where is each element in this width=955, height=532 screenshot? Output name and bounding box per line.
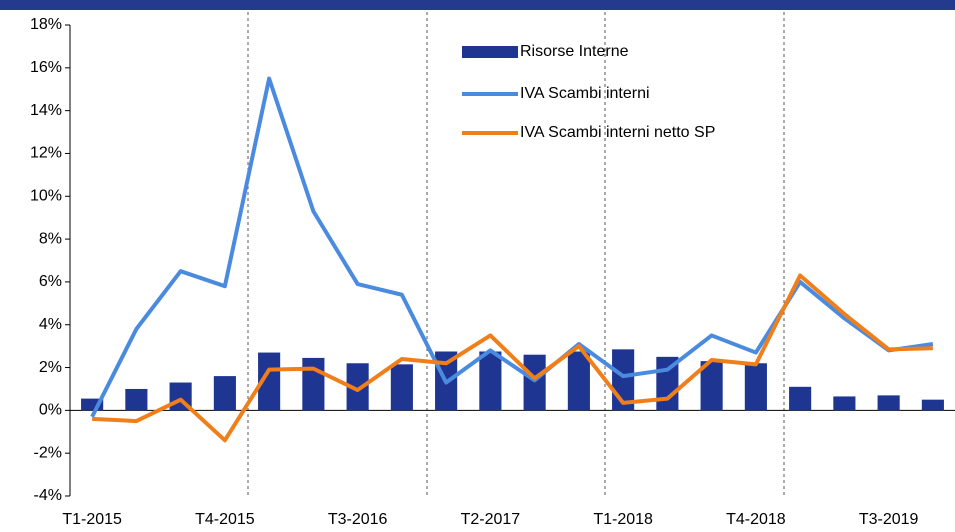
x-tick-label: T2-2017 bbox=[461, 511, 521, 528]
y-tick-label: 18% bbox=[30, 16, 62, 33]
y-tick-label: 6% bbox=[39, 273, 62, 290]
x-tick-label: T3-2019 bbox=[859, 511, 919, 528]
x-tick-label: T1-2015 bbox=[62, 511, 122, 528]
x-tick-label: T4-2015 bbox=[195, 511, 255, 528]
x-tick-label: T1-2018 bbox=[593, 511, 653, 528]
legend-label: IVA Scambi interni netto SP bbox=[520, 124, 715, 141]
top-band bbox=[0, 0, 955, 10]
bar bbox=[523, 354, 546, 411]
legend-label: IVA Scambi interni bbox=[520, 85, 650, 102]
bar bbox=[81, 398, 104, 411]
y-tick-label: 0% bbox=[39, 402, 62, 419]
bar bbox=[789, 386, 812, 411]
bar bbox=[877, 395, 900, 411]
bar bbox=[390, 364, 413, 411]
y-tick-label: 8% bbox=[39, 230, 62, 247]
x-tick-label: T4-2018 bbox=[726, 511, 786, 528]
bar bbox=[479, 351, 502, 411]
legend-swatch bbox=[462, 46, 518, 58]
x-tick-label: T3-2016 bbox=[328, 511, 388, 528]
line bbox=[92, 273, 933, 443]
bar bbox=[833, 396, 856, 411]
y-tick-label: -4% bbox=[34, 487, 62, 504]
legend-label: Risorse Interne bbox=[520, 43, 629, 60]
bar bbox=[567, 351, 590, 411]
y-tick-label: 10% bbox=[30, 187, 62, 204]
bar bbox=[346, 363, 369, 411]
y-tick-label: 14% bbox=[30, 102, 62, 119]
bar bbox=[921, 399, 944, 411]
y-tick-label: 16% bbox=[30, 59, 62, 76]
bar bbox=[125, 388, 148, 411]
bar bbox=[258, 352, 281, 411]
y-tick-label: -2% bbox=[34, 444, 62, 461]
y-tick-label: 2% bbox=[39, 359, 62, 376]
bar bbox=[744, 363, 767, 411]
y-tick-label: 4% bbox=[39, 316, 62, 333]
bar bbox=[700, 361, 723, 411]
bar bbox=[213, 376, 236, 411]
year-separators bbox=[247, 12, 785, 496]
line bbox=[90, 76, 934, 418]
y-tick-label: 12% bbox=[30, 145, 62, 162]
bar bbox=[302, 357, 325, 411]
